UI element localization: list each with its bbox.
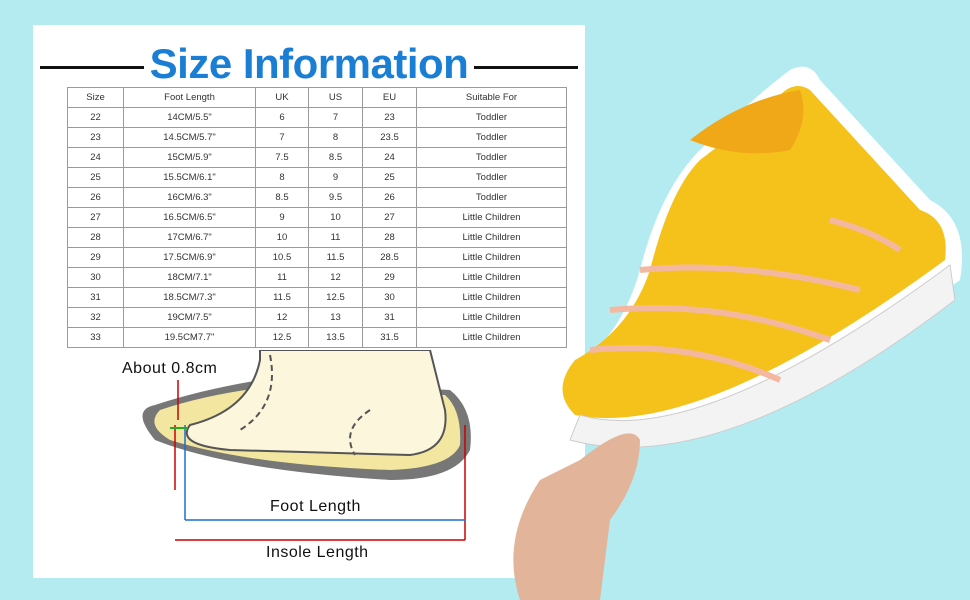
table-cell: 24	[362, 147, 417, 168]
table-cell: 9.5	[308, 187, 363, 208]
table-cell: 25	[67, 167, 124, 188]
table-cell: 11	[308, 227, 363, 248]
table-cell: 15CM/5.9"	[123, 147, 256, 168]
foot-diagram	[110, 349, 490, 575]
table-cell: 30	[67, 267, 124, 288]
table-cell: 11.5	[255, 287, 309, 308]
table-cell: 13.5	[308, 327, 363, 348]
table-cell: 14CM/5.5"	[123, 107, 256, 128]
table-row: 25 15.5CM/6.1" 8 9 25 Toddler	[67, 167, 567, 188]
column-header: Size	[67, 87, 124, 108]
table-cell: 7	[255, 127, 309, 148]
table-cell: 24	[67, 147, 124, 168]
table-row: 33 19.5CM7.7" 12.5 13.5 31.5 Little Children	[67, 327, 567, 348]
table-cell: 29	[362, 267, 417, 288]
table-row: 30 18CM/7.1" 11 12 29 Little Children	[67, 267, 567, 288]
table-cell: 23	[67, 127, 124, 148]
table-cell: 23.5	[362, 127, 417, 148]
page-title: Size Information	[143, 40, 475, 87]
gap-label: About 0.8cm	[122, 360, 218, 377]
table-cell: 32	[67, 307, 124, 328]
table-cell: 17.5CM/6.9"	[123, 247, 256, 268]
table-cell: 11.5	[308, 247, 363, 268]
table-row: 26 16CM/6.3" 8.5 9.5 26 Toddler	[67, 187, 567, 208]
size-table: Size Foot Length UK US EU Suitable For 22 14CM…	[67, 87, 567, 348]
column-header: EU	[362, 87, 417, 108]
table-cell: 27	[362, 207, 417, 228]
table-cell: 29	[67, 247, 124, 268]
table-cell: 26	[67, 187, 124, 208]
table-cell: 8.5	[308, 147, 363, 168]
table-cell: 12.5	[255, 327, 309, 348]
insole-length-label: Insole Length	[266, 544, 369, 561]
table-cell: 11	[255, 267, 309, 288]
table-cell: 31	[67, 287, 124, 308]
title-bar: Size Information	[40, 40, 578, 90]
table-cell: 7.5	[255, 147, 309, 168]
table-cell: Little Children	[416, 327, 567, 348]
table-cell: 25	[362, 167, 417, 188]
table-cell: 13	[308, 307, 363, 328]
table-cell: 8	[308, 127, 363, 148]
foot-length-label: Foot Length	[270, 498, 361, 515]
table-cell: 31	[362, 307, 417, 328]
yellow-shoe-photo	[513, 66, 962, 600]
table-cell: 27	[67, 207, 124, 228]
table-cell: 19.5CM7.7"	[123, 327, 256, 348]
table-cell: 33	[67, 327, 124, 348]
table-cell: 16.5CM/6.5"	[123, 207, 256, 228]
shoe-outline-illustration	[142, 349, 471, 541]
table-cell: 10	[255, 227, 309, 248]
table-cell: 15.5CM/6.1"	[123, 167, 256, 188]
table-row: 28 17CM/6.7" 10 11 28 Little Children	[67, 227, 567, 248]
table-cell: 14.5CM/5.7"	[123, 127, 256, 148]
table-cell: 8	[255, 167, 309, 188]
column-header: Foot Length	[123, 87, 256, 108]
table-cell: 7	[308, 107, 363, 128]
table-cell: 19CM/7.5"	[123, 307, 256, 328]
table-cell: 12	[308, 267, 363, 288]
table-cell: 16CM/6.3"	[123, 187, 256, 208]
table-cell: 23	[362, 107, 417, 128]
table-cell: 30	[362, 287, 417, 308]
table-row: 29 17.5CM/6.9" 10.5 11.5 28.5 Little Children	[67, 247, 567, 268]
table-cell: 10.5	[255, 247, 309, 268]
table-cell: 22	[67, 107, 124, 128]
table-cell: 18CM/7.1"	[123, 267, 256, 288]
table-cell: 12.5	[308, 287, 363, 308]
table-cell: 10	[308, 207, 363, 228]
column-header: UK	[255, 87, 309, 108]
column-header: US	[308, 87, 363, 108]
table-cell: 28.5	[362, 247, 417, 268]
table-cell: 9	[255, 207, 309, 228]
table-cell: 8.5	[255, 187, 309, 208]
table-cell: 26	[362, 187, 417, 208]
table-cell: 31.5	[362, 327, 417, 348]
table-cell: 18.5CM/7.3"	[123, 287, 256, 308]
table-cell: 17CM/6.7"	[123, 227, 256, 248]
table-cell: 9	[308, 167, 363, 188]
table-cell: 12	[255, 307, 309, 328]
table-cell: 6	[255, 107, 309, 128]
table-cell: 28	[67, 227, 124, 248]
table-cell: 28	[362, 227, 417, 248]
